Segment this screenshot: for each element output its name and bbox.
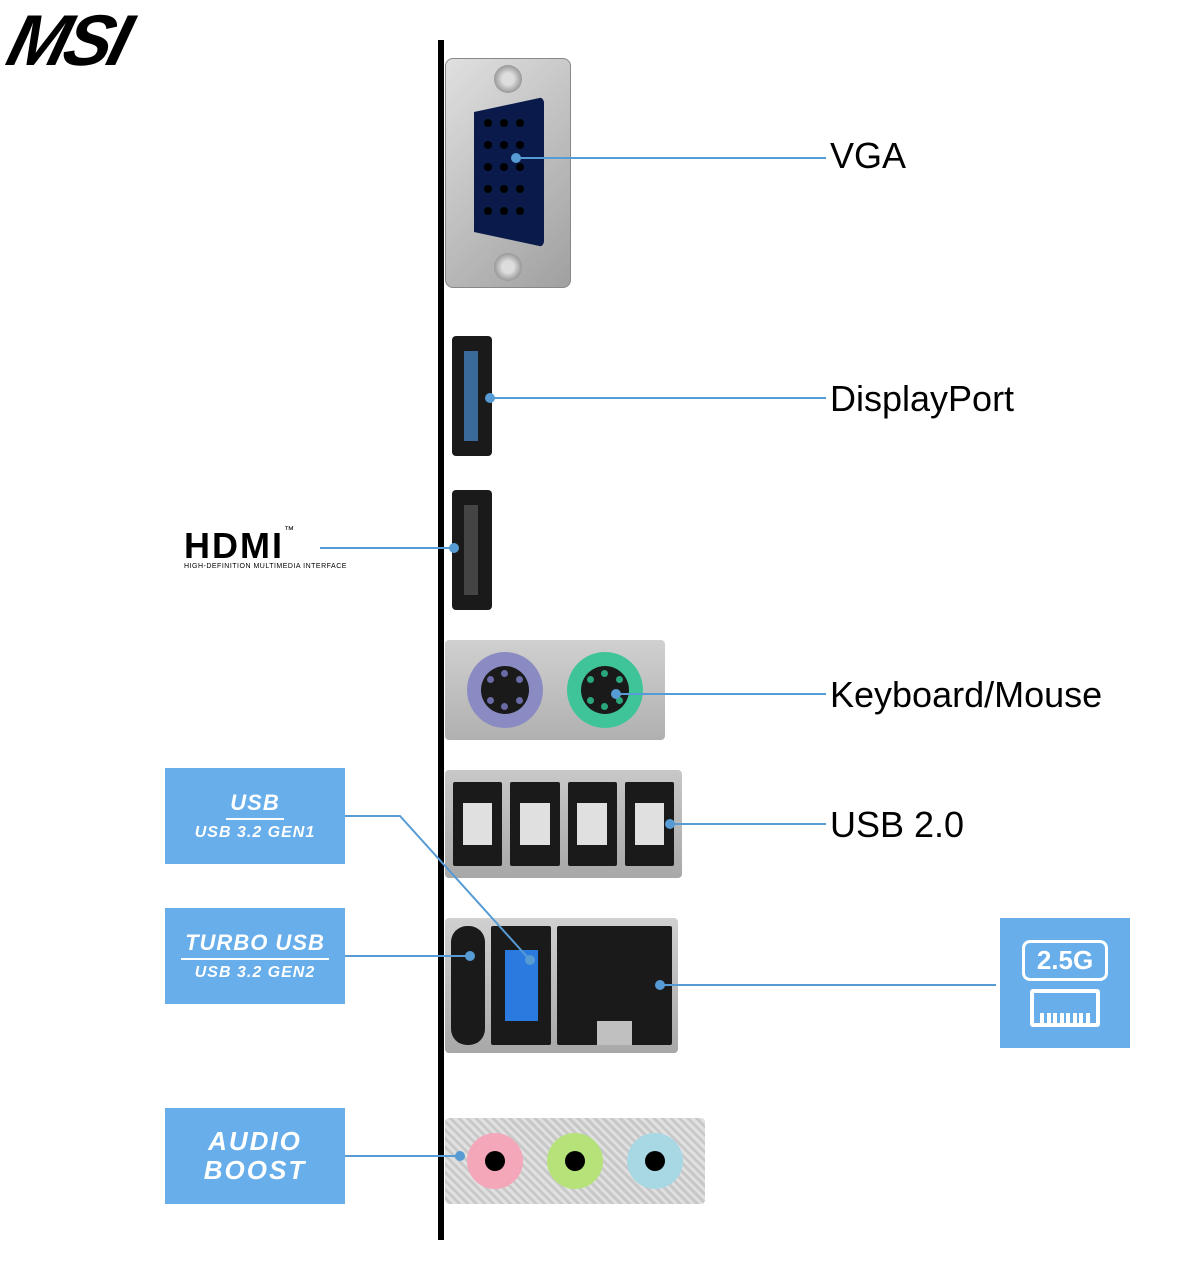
vga-port — [445, 58, 571, 288]
usbc-port — [451, 926, 485, 1045]
label-vga: VGA — [830, 135, 906, 177]
hdmi-logo-label: HDMI™ HIGH-DEFINITION MULTIMEDIA INTERFA… — [184, 525, 347, 570]
msi-logo: MSI — [0, 0, 137, 82]
io-bar — [438, 40, 444, 1240]
usb2-block — [445, 770, 682, 878]
label-usb2: USB 2.0 — [830, 804, 964, 846]
usb2-port — [625, 782, 674, 866]
badge-lan-2-5g: 2.5G — [1000, 918, 1130, 1048]
audio-jack-line-in — [627, 1133, 683, 1189]
audio-block — [445, 1118, 705, 1204]
ps2-keyboard-port — [467, 652, 543, 728]
badge-usb32-gen1: USB USB 3.2 GEN1 — [165, 768, 345, 864]
lan-usb3-block — [445, 918, 678, 1053]
usb2-port — [510, 782, 559, 866]
label-displayport: DisplayPort — [830, 378, 1014, 420]
ps2-block — [445, 640, 665, 740]
label-keyboard-mouse: Keyboard/Mouse — [830, 674, 1102, 716]
ps2-mouse-port — [567, 652, 643, 728]
usb3-port — [491, 926, 551, 1045]
ethernet-port — [557, 926, 672, 1045]
badge-audio-boost: AUDIO BOOST — [165, 1108, 345, 1204]
displayport-port — [452, 336, 492, 456]
audio-jack-line-out — [547, 1133, 603, 1189]
hdmi-port — [452, 490, 492, 610]
usb2-port — [568, 782, 617, 866]
usb2-port — [453, 782, 502, 866]
badge-usb32-gen2: TURBO USB USB 3.2 GEN2 — [165, 908, 345, 1004]
audio-jack-mic — [467, 1133, 523, 1189]
leader-lines — [0, 0, 1200, 1269]
